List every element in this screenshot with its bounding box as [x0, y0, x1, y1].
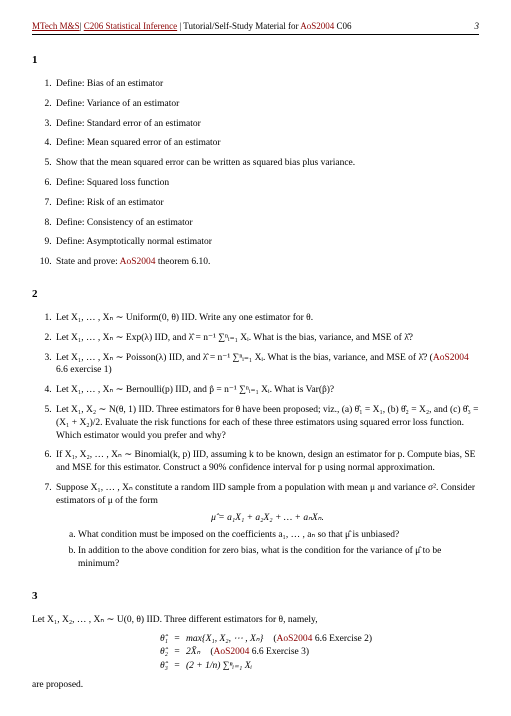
eq-sign: =	[168, 660, 186, 673]
program-link[interactable]: MTech M&S	[32, 21, 80, 31]
equation-row: θ̂₁ = max{X₁, X₂, ⋯ , Xₙ} (AoS2004 6.6 E…	[142, 633, 479, 646]
list-item: What condition must be imposed on the co…	[78, 529, 479, 542]
sub-list: What condition must be imposed on the co…	[56, 529, 479, 571]
equation-row: θ̂₂ = 2X̄ₙ (AoS2004 6.6 Exercise 3)	[142, 646, 479, 659]
page-number: 3	[475, 20, 480, 32]
ref-tail: 6.6 Exercise 3)	[249, 647, 309, 657]
eq-sign: =	[168, 633, 186, 646]
list-item: Let X₁, … , Xₙ ∼ Poisson(λ) IID, and λ̂ …	[54, 352, 479, 378]
list-item: Suppose X₁, … , Xₙ constitute a random I…	[54, 482, 479, 571]
list-item: Define: Risk of an estimator	[54, 197, 479, 210]
section-3-intro: Let X₁, X₂, … , Xₙ ∼ U(0, θ) IID. Three …	[32, 614, 479, 627]
aos-ref: AoS2004	[214, 647, 250, 657]
eq-rhs: (2 + 1/n) ∑ⁿᵢ₌₁ Xᵢ	[186, 660, 252, 673]
list-item: Define: Variance of an estimator	[54, 98, 479, 111]
eq-ref: (AoS2004 6.6 Exercise 2)	[273, 633, 372, 646]
list-item: Define: Bias of an estimator	[54, 78, 479, 91]
section-3-heading: 3	[32, 589, 479, 604]
eq-sign: =	[168, 646, 186, 659]
aos-ref: AoS2004	[433, 353, 469, 363]
eq-lhs: θ̂₁	[142, 633, 168, 646]
item-text: State and prove:	[56, 257, 120, 267]
equation-block: θ̂₁ = max{X₁, X₂, ⋯ , Xₙ} (AoS2004 6.6 E…	[142, 633, 479, 673]
section-2-heading: 2	[32, 287, 479, 302]
item-text: 6.6 exercise 1)	[56, 365, 112, 375]
list-item: Let X₁, … , Xₙ ∼ Uniform(0, θ) IID. Writ…	[54, 312, 479, 325]
list-item: In addition to the above condition for z…	[78, 545, 479, 571]
list-item: State and prove: AoS2004 theorem 6.10.	[54, 256, 479, 269]
item-text: Let X₁, … , Xₙ ∼ Poisson(λ) IID, and λ̂ …	[56, 353, 433, 363]
eq-rhs: 2X̄ₙ	[186, 646, 200, 659]
section-2-list: Let X₁, … , Xₙ ∼ Uniform(0, θ) IID. Writ…	[32, 312, 479, 571]
list-item: If X₁, X₂, … , Xₙ ∼ Binomial(k, p) IID, …	[54, 449, 479, 475]
page: MTech M&S| C206 Statistical Inference | …	[0, 0, 511, 716]
item-text: theorem 6.10.	[156, 257, 211, 267]
list-item: Define: Consistency of an estimator	[54, 217, 479, 230]
header-subtitle: | Tutorial/Self-Study Material for AoS20…	[179, 21, 351, 31]
section-1-list: Define: Bias of an estimator Define: Var…	[32, 78, 479, 269]
eq-lhs: θ̂₂	[142, 646, 168, 659]
page-header: MTech M&S| C206 Statistical Inference | …	[32, 20, 479, 35]
equation-row: θ̂₃ = (2 + 1/n) ∑ⁿᵢ₌₁ Xᵢ	[142, 660, 479, 673]
list-item: Define: Asymptotically normal estimator	[54, 236, 479, 249]
list-item: Let X₁, … , Xₙ ∼ Bernoulli(p) IID, and p…	[54, 384, 479, 397]
list-item: Define: Mean squared error of an estimat…	[54, 137, 479, 150]
eq-ref: (AoS2004 6.6 Exercise 3)	[210, 646, 309, 659]
aos-ref: AoS2004	[277, 634, 313, 644]
item-text: Suppose X₁, … , Xₙ constitute a random I…	[56, 483, 475, 506]
aos-ref: AoS2004	[120, 257, 156, 267]
eq-lhs: θ̂₃	[142, 660, 168, 673]
subtitle-text: Tutorial/Self-Study Material for	[183, 21, 298, 31]
header-left: MTech M&S| C206 Statistical Inference | …	[32, 20, 352, 32]
header-tail: C06	[336, 21, 351, 31]
list-item: Define: Squared loss function	[54, 177, 479, 190]
section-3-outro: are proposed.	[32, 679, 479, 692]
equation: μ̂ = a₁X₁ + a₂X₂ + … + aₙXₙ.	[56, 512, 479, 525]
course-link[interactable]: C206 Statistical Inference	[84, 21, 177, 31]
list-item: Let X₁, X₂ ∼ N(θ, 1) IID. Three estimato…	[54, 404, 479, 442]
list-item: Show that the mean squared error can be …	[54, 157, 479, 170]
ref-tail: 6.6 Exercise 2)	[312, 634, 372, 644]
section-1-heading: 1	[32, 53, 479, 68]
aos-ref: AoS2004	[300, 21, 334, 31]
eq-rhs: max{X₁, X₂, ⋯ , Xₙ}	[186, 633, 263, 646]
list-item: Let X₁, … , Xₙ ∼ Exp(λ) IID, and λ̂ = n⁻…	[54, 332, 479, 345]
list-item: Define: Standard error of an estimator	[54, 118, 479, 131]
